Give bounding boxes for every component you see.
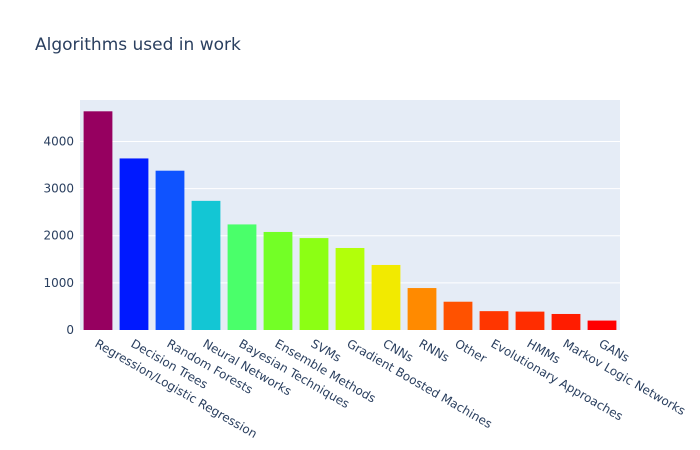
bar[interactable] (479, 311, 509, 330)
y-tick-label: 2000 (43, 229, 74, 243)
bar[interactable] (407, 288, 437, 330)
x-tick-label: Other (453, 336, 490, 365)
y-tick-label: 3000 (43, 182, 74, 196)
bar[interactable] (335, 247, 365, 330)
bar[interactable] (515, 311, 545, 330)
bar[interactable] (227, 224, 257, 330)
bar[interactable] (299, 238, 329, 330)
bar[interactable] (83, 111, 113, 330)
bar[interactable] (119, 158, 149, 330)
bars (83, 111, 617, 330)
y-tick-label: 4000 (43, 134, 74, 148)
bar[interactable] (155, 170, 185, 330)
bar[interactable] (587, 320, 617, 330)
y-axis-ticks: 0 1000 2000 3000 4000 (43, 134, 74, 337)
y-tick-label: 0 (66, 323, 74, 337)
bar[interactable] (191, 200, 221, 330)
bar[interactable] (263, 231, 293, 330)
bar[interactable] (443, 301, 473, 330)
bar[interactable] (551, 313, 581, 330)
chart-title: Algorithms used in work (35, 35, 241, 55)
bar[interactable] (371, 264, 401, 330)
y-tick-label: 1000 (43, 276, 74, 290)
x-tick-label: RNNs (417, 336, 452, 364)
